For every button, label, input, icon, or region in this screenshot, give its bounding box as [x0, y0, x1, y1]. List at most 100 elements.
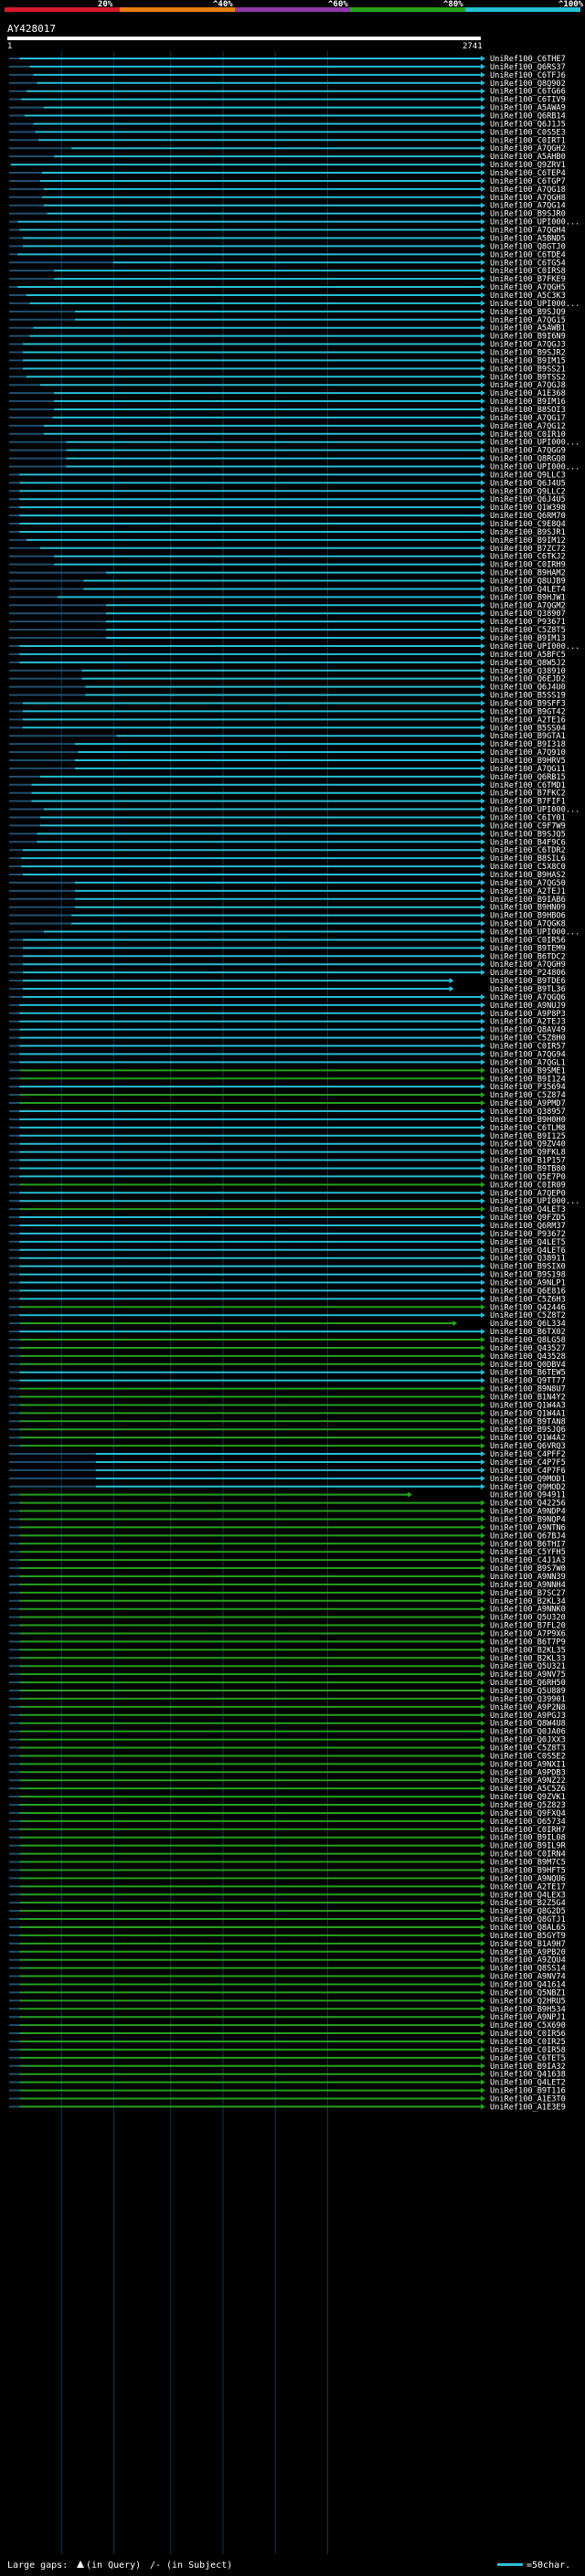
hit-row[interactable]: UniRef100_Q38907	[9, 610, 566, 619]
hit-row[interactable]: UniRef100_UPI000...	[9, 218, 580, 228]
hit-label[interactable]: UniRef100_B9S198	[490, 1271, 566, 1280]
hit-row[interactable]: UniRef100_B9HRV5	[9, 757, 566, 766]
hit-row[interactable]: UniRef100_A9PDB3	[9, 1768, 566, 1777]
hit-row[interactable]: UniRef100_A2TE17	[9, 1882, 566, 1892]
hit-row[interactable]: UniRef100_A9NPJ1	[9, 2013, 566, 2022]
hit-label[interactable]: UniRef100_C6IY01	[490, 813, 566, 822]
hit-row[interactable]: UniRef100_B9TB80	[9, 1164, 566, 1173]
hit-label[interactable]: UniRef100_Q9FKL8	[490, 1149, 566, 1158]
hit-label[interactable]: UniRef100_UPI000...	[490, 1197, 580, 1206]
hit-row[interactable]: UniRef100_C4PFF2	[9, 1450, 566, 1459]
hit-label[interactable]: UniRef100_Q42256	[490, 1500, 566, 1509]
hit-row[interactable]: UniRef100_C5Z8T3	[9, 1744, 566, 1754]
hit-label[interactable]: UniRef100_A7QG15	[490, 316, 566, 325]
hit-label[interactable]: UniRef100_B6TX02	[490, 1328, 566, 1337]
hit-row[interactable]: UniRef100_C5Z8T2	[9, 1311, 566, 1320]
hit-label[interactable]: UniRef100_Q6L334	[490, 1320, 566, 1329]
hit-row[interactable]: UniRef100_A9NNH4	[9, 1581, 566, 1590]
hit-label[interactable]: UniRef100_B9H534	[490, 2005, 566, 2014]
hit-row[interactable]: UniRef100_A7QG50	[9, 879, 566, 888]
hit-label[interactable]: UniRef100_A9PMD7	[490, 1099, 566, 1108]
hit-row[interactable]: UniRef100_Q41638	[9, 2071, 566, 2080]
hit-label[interactable]: UniRef100_Q4LET3	[490, 1205, 566, 1214]
hit-row[interactable]: UniRef100_Q0DBV4	[9, 1361, 566, 1370]
hit-label[interactable]: UniRef100_Q5E7P0	[490, 1172, 566, 1182]
hit-label[interactable]: UniRef100_B9TDE6	[490, 977, 566, 986]
hit-row[interactable]: UniRef100_O65734	[9, 1818, 566, 1827]
hit-label[interactable]: UniRef100_B9I6N9	[490, 333, 566, 342]
hit-label[interactable]: UniRef100_Q4LET5	[490, 1238, 566, 1247]
hit-label[interactable]: UniRef100_A9P2N8	[490, 1703, 566, 1712]
hit-row[interactable]: UniRef100_B9M7C5	[9, 1859, 566, 1868]
hit-label[interactable]: UniRef100_Q8LG58	[490, 1336, 566, 1345]
hit-row[interactable]: UniRef100_C6TFJ6	[9, 71, 566, 80]
hit-label[interactable]: UniRef100_A7QGL1	[490, 1058, 566, 1067]
hit-row[interactable]: UniRef100_C0IR58	[9, 2046, 566, 2055]
hit-label[interactable]: UniRef100_C6TG66	[490, 88, 566, 97]
hit-row[interactable]: UniRef100_B9IM12	[9, 536, 566, 546]
hit-row[interactable]: UniRef100_B1A9H7	[9, 1940, 566, 1949]
hit-label[interactable]: UniRef100_B6TDC2	[490, 952, 566, 961]
hit-row[interactable]: UniRef100_B9T116	[9, 2087, 566, 2096]
hit-row[interactable]: UniRef100_A7QG17	[9, 414, 566, 423]
hit-label[interactable]: UniRef100_A7QGH4	[490, 227, 566, 236]
hit-row[interactable]: UniRef100_B9SFF3	[9, 699, 566, 708]
hit-label[interactable]: UniRef100_B9S7W0	[490, 1564, 566, 1574]
hit-row[interactable]: UniRef100_Q9LLC3	[9, 471, 566, 480]
hit-row[interactable]: UniRef100_B9NQP4	[9, 1515, 566, 1524]
hit-row[interactable]: UniRef100_UPI000...	[9, 439, 580, 448]
hit-label[interactable]: UniRef100_C6TEP4	[490, 169, 566, 178]
hit-row[interactable]: UniRef100_B9TDE6	[9, 977, 566, 986]
hit-row[interactable]: UniRef100_B9SS21	[9, 365, 566, 374]
hit-row[interactable]: UniRef100_Q6RB14	[9, 112, 566, 122]
hit-label[interactable]: UniRef100_B9IM15	[490, 356, 566, 366]
hit-label[interactable]: UniRef100_Q38910	[490, 667, 566, 676]
hit-label[interactable]: UniRef100_Q9LLC3	[490, 471, 566, 480]
hit-row[interactable]: UniRef100_Q8W5J2	[9, 659, 566, 668]
hit-row[interactable]: UniRef100_B7FL20	[9, 1622, 566, 1631]
hit-label[interactable]: UniRef100_B9SJR0	[490, 210, 566, 219]
hit-row[interactable]: UniRef100_P93671	[9, 618, 566, 627]
hit-row[interactable]: UniRef100_B7FIF1	[9, 798, 566, 807]
hit-label[interactable]: UniRef100_C4P7F6	[490, 1467, 566, 1476]
hit-label[interactable]: UniRef100_C4PFF2	[490, 1450, 566, 1459]
hit-label[interactable]: UniRef100_C5Z8T5	[490, 626, 566, 635]
hit-label[interactable]: UniRef100_Q8UJB9	[490, 578, 566, 587]
hit-row[interactable]: UniRef100_B6TEW5	[9, 1369, 566, 1378]
hit-row[interactable]: UniRef100_A9NXI1	[9, 1760, 566, 1769]
hit-row[interactable]: UniRef100_Q9MOD2	[9, 1483, 566, 1492]
hit-row[interactable]: UniRef100_P24806	[9, 969, 566, 978]
hit-row[interactable]: UniRef100_B9IA32	[9, 2062, 566, 2072]
hit-row[interactable]: UniRef100_C6TDE4	[9, 250, 566, 260]
hit-row[interactable]: UniRef100_A5BND5	[9, 234, 566, 243]
hit-row[interactable]: UniRef100_Q6EJD2	[9, 675, 566, 684]
hit-label[interactable]: UniRef100_B9TB80	[490, 1164, 566, 1173]
hit-label[interactable]: UniRef100_UPI000...	[490, 806, 580, 815]
hit-label[interactable]: UniRef100_A1E3T0	[490, 2095, 566, 2104]
hit-row[interactable]: UniRef100_C0IRS8	[9, 267, 566, 276]
hit-row[interactable]: UniRef100_B4F9C6	[9, 838, 566, 847]
hit-label[interactable]: UniRef100_C0IRS8	[490, 267, 566, 276]
hit-label[interactable]: UniRef100_C0IR09	[490, 1181, 566, 1190]
hit-label[interactable]: UniRef100_Q41638	[490, 2071, 566, 2080]
hit-label[interactable]: UniRef100_Q6RB14	[490, 112, 566, 122]
hit-row[interactable]: UniRef100_B6THI7	[9, 1540, 566, 1549]
hit-label[interactable]: UniRef100_A9NV75	[490, 1670, 566, 1680]
hit-row[interactable]: UniRef100_A9PB20	[9, 1948, 566, 1957]
hit-label[interactable]: UniRef100_B9HFT5	[490, 1866, 566, 1875]
hit-row[interactable]: UniRef100_A7QGG9	[9, 447, 566, 456]
hit-row[interactable]: UniRef100_UPI000...	[9, 1197, 580, 1206]
hit-row[interactable]: UniRef100_C0IRT1	[9, 136, 566, 145]
hit-label[interactable]: UniRef100_Q6RH50	[490, 1679, 566, 1688]
hit-label[interactable]: UniRef100_UPI000...	[490, 642, 580, 652]
hit-label[interactable]: UniRef100_A7QGH5	[490, 283, 566, 292]
hit-label[interactable]: UniRef100_C0IRT1	[490, 136, 566, 145]
hit-row[interactable]: UniRef100_Q9MOD1	[9, 1475, 566, 1484]
hit-label[interactable]: UniRef100_B9NQP4	[490, 1515, 566, 1524]
hit-label[interactable]: UniRef100_B6THI7	[490, 1540, 566, 1549]
hit-label[interactable]: UniRef100_C6TLM8	[490, 1124, 566, 1133]
hit-row[interactable]: UniRef100_C0IR10	[9, 430, 566, 440]
hit-label[interactable]: UniRef100_B9SJQ6	[490, 1426, 566, 1435]
hit-label[interactable]: UniRef100_A7QGG9	[490, 447, 566, 456]
hit-label[interactable]: UniRef100_B9SJR1	[490, 528, 566, 537]
